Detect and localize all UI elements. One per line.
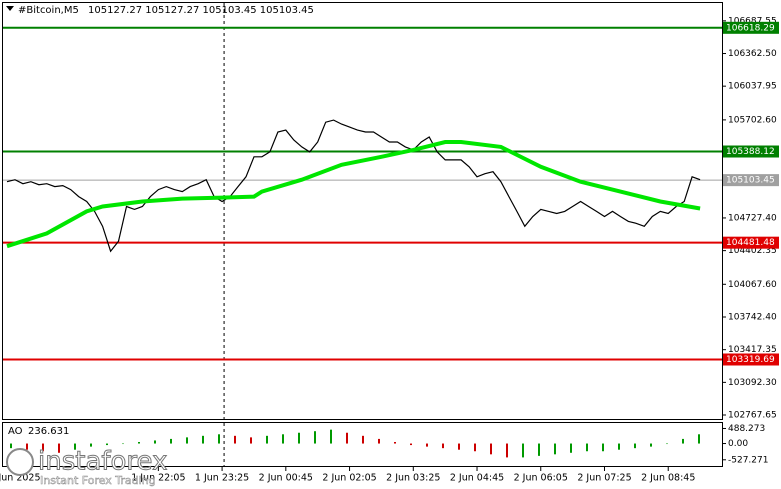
logo: instaforex Instant Forex Trading	[6, 446, 168, 487]
y-tick-label: 104402.35	[728, 246, 777, 256]
y2-tick-label: -527.271	[728, 455, 768, 465]
y-tick-label: 103417.35	[728, 345, 777, 355]
logo-icon	[6, 448, 34, 476]
ao-bar	[426, 443, 428, 447]
logo-name: instaforex	[38, 447, 167, 477]
ao-bar	[218, 434, 220, 444]
level-label: 103319.69	[726, 355, 775, 365]
ao-bar	[42, 443, 44, 452]
level-label: 104481.48	[726, 238, 775, 248]
ao-bar	[554, 443, 556, 455]
ohlc: 105127.27 105127.27 105103.45 105103.45	[88, 5, 314, 16]
ao-bar	[186, 437, 188, 444]
y2-tick-label: 0.00	[728, 439, 748, 449]
ao-bar	[522, 443, 524, 458]
ao-bar	[282, 434, 284, 444]
ao-bar	[474, 443, 476, 452]
price-line	[6, 119, 701, 253]
oscillator-panel	[2, 422, 723, 467]
ao-bar	[314, 431, 316, 444]
y-tick-label: 105702.60	[728, 115, 777, 125]
x-tick-label: 2 Jun 07:25	[577, 473, 631, 484]
x-tick-label: 2 Jun 04:45	[450, 473, 504, 484]
ao-bar	[634, 443, 636, 449]
y-tick-label: 104067.60	[728, 280, 777, 290]
ao-bar	[138, 441, 140, 444]
ao-bar	[650, 443, 652, 447]
ao-bar	[618, 443, 620, 450]
ao-bar	[570, 443, 572, 453]
ao-bar	[378, 438, 380, 444]
level-label-box	[723, 145, 779, 158]
x-tick-label: 2 Jun 08:45	[641, 473, 695, 484]
ao-bar	[682, 438, 684, 444]
y2-tick-label: 488.273	[728, 424, 765, 434]
x-tick-label: 1 Jun 22:05	[131, 473, 185, 484]
ao-bar	[698, 434, 700, 444]
ao-bar	[506, 443, 508, 458]
ao-bar	[90, 443, 92, 447]
ao-bar	[26, 443, 28, 450]
osc-last: 236.631	[28, 426, 69, 437]
y-tick-label: 106687.55	[728, 16, 777, 26]
price-panel	[2, 2, 723, 420]
ao-bar	[170, 438, 172, 444]
x-tick-label: 2 Jun 00:45	[259, 473, 313, 484]
symbol-title: #Bitcoin,M5	[18, 5, 79, 16]
ao-bar	[538, 443, 540, 456]
ao-bar	[442, 443, 444, 449]
osc-name: AO	[8, 426, 23, 437]
ao-bar	[330, 429, 332, 444]
level-label: 105103.45	[726, 176, 775, 186]
ao-bar	[394, 441, 396, 444]
x-tick-label: 2 Jun 03:25	[386, 473, 440, 484]
ao-bar	[266, 435, 268, 444]
x-tick-label: 1 Jun 23:25	[195, 473, 249, 484]
x-tick-label: 2 Jun 06:05	[514, 473, 568, 484]
ao-bar	[602, 443, 604, 452]
ao-bar	[586, 443, 588, 452]
level-label-box	[723, 21, 779, 34]
y-tick-label: 103092.30	[728, 378, 777, 388]
y-tick-label: 102767.65	[728, 411, 777, 421]
y-tick-label: 104727.40	[728, 213, 777, 223]
y-tick-label: 106362.50	[728, 49, 777, 59]
level-label-box	[723, 353, 779, 366]
ao-bar	[10, 443, 12, 449]
ao-bar	[234, 435, 236, 444]
ao-bar	[410, 443, 412, 446]
ao-bar	[202, 435, 204, 444]
logo-tagline: Instant Forex Trading	[40, 474, 156, 487]
ao-bar	[362, 435, 364, 444]
ao-bar	[250, 437, 252, 444]
x-tick-label: 2 Jun 02:05	[322, 473, 376, 484]
ao-bar	[298, 432, 300, 444]
ao-bar	[106, 443, 108, 446]
ao-bar	[666, 443, 668, 445]
level-label: 105388.12	[726, 147, 775, 157]
y-tick-label: 103742.40	[728, 312, 777, 322]
ao-bar	[122, 443, 124, 445]
ao-bar	[74, 443, 76, 450]
menu-arrow[interactable]	[6, 6, 14, 11]
ao-bar	[458, 443, 460, 450]
ao-bar	[490, 443, 492, 455]
ao-bar	[58, 443, 60, 453]
x-tick-label: 1 Jun 2025	[0, 473, 41, 484]
level-label: 106618.29	[726, 23, 775, 33]
y-tick-label: 106037.95	[728, 82, 777, 92]
level-label-box	[723, 174, 779, 187]
moving-average	[6, 140, 701, 249]
ao-bar	[154, 440, 156, 444]
level-label-box	[723, 236, 779, 249]
ao-bar	[346, 432, 348, 444]
